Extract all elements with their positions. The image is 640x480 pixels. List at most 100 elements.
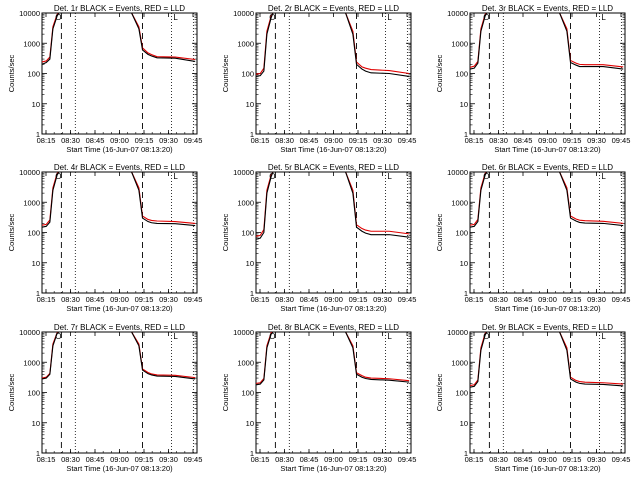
plot-area <box>256 332 410 453</box>
x-tick-label: 08:45 <box>514 455 533 464</box>
x-tick-label: 08:30 <box>61 136 80 145</box>
y-tick-label: 10000 <box>19 168 40 177</box>
annotation-o: O <box>483 172 489 181</box>
y-tick-label: 10 <box>246 419 254 428</box>
plot-area <box>42 13 196 134</box>
y-tick-label: 10 <box>246 100 254 109</box>
x-tick-label: 09:45 <box>398 455 417 464</box>
y-tick-label: 1000 <box>23 358 40 367</box>
x-tick-label: 08:30 <box>489 455 508 464</box>
x-tick-label: 08:45 <box>300 455 319 464</box>
y-tick-label: 10 <box>246 259 254 268</box>
x-tick-label: 09:30 <box>373 295 392 304</box>
y-tick-label: 1000 <box>237 198 254 207</box>
x-tick-label: 09:45 <box>398 295 417 304</box>
y-tick-label: 100 <box>241 229 254 238</box>
y-tick-label: 1 <box>464 289 468 298</box>
annotation-o: O <box>55 172 61 181</box>
x-tick-label: 09:00 <box>324 295 343 304</box>
y-tick-label: 100 <box>27 389 40 398</box>
series-line-events <box>42 172 196 228</box>
y-tick-label: 10000 <box>19 9 40 18</box>
x-tick-label: 08:45 <box>86 295 105 304</box>
x-tick-label: 08:30 <box>275 455 294 464</box>
plot-frame <box>255 171 412 294</box>
x-axis-label: Start Time (16-Jun-07 08:13:20) <box>494 464 601 473</box>
y-tick-label: 10000 <box>233 168 254 177</box>
y-tick-label: 100 <box>241 389 254 398</box>
x-tick-label: 09:45 <box>398 136 417 145</box>
y-axis-label: Counts/sec <box>7 54 16 92</box>
series-line-events <box>256 13 410 77</box>
x-tick-label: 09:45 <box>184 455 203 464</box>
annotation-o: O <box>55 332 61 341</box>
series-line-events <box>470 13 624 70</box>
detector-panel-9: Det. 9r BLACK = Events, RED = LLD 1 10 100 1… <box>435 323 630 473</box>
panel-title: Det. 3r BLACK = Events, RED = LLD <box>482 4 613 13</box>
series-line-events <box>42 13 196 65</box>
x-tick-label: 09:30 <box>159 455 178 464</box>
plot-frame <box>41 331 198 454</box>
y-tick-label: 1000 <box>23 198 40 207</box>
x-tick-label: 08:30 <box>61 295 80 304</box>
y-axis-label: Counts/sec <box>435 373 444 411</box>
y-tick-label: 10 <box>32 100 40 109</box>
y-tick-label: 100 <box>455 70 468 79</box>
y-tick-label: 100 <box>241 70 254 79</box>
y-tick-label: 10 <box>460 419 468 428</box>
y-tick-label: 1000 <box>23 39 40 48</box>
annotation-l: L <box>173 172 178 181</box>
annotation-l: L <box>173 332 178 341</box>
y-tick-label: 10 <box>460 100 468 109</box>
series-line-lld <box>256 13 410 75</box>
detector-panel-5: Det. 5r BLACK = Events, RED = LLD 1 10 100 1… <box>221 163 416 313</box>
x-tick-label: 08:30 <box>61 455 80 464</box>
y-axis-label: Counts/sec <box>435 54 444 92</box>
y-tick-label: 10 <box>460 259 468 268</box>
x-tick-label: 08:30 <box>275 295 294 304</box>
x-tick-label: 09:00 <box>110 136 129 145</box>
annotation-o: O <box>269 332 275 341</box>
y-axis-label: Counts/sec <box>221 213 230 251</box>
x-tick-label: 09:00 <box>538 455 557 464</box>
detector-panel-8: Det. 8r BLACK = Events, RED = LLD 1 10 100 1… <box>221 323 416 473</box>
annotation-l: L <box>387 172 392 181</box>
plot-frame <box>41 171 198 294</box>
annotation-l: L <box>387 13 392 22</box>
panel-title: Det. 9r BLACK = Events, RED = LLD <box>482 323 613 332</box>
y-axis-label: Counts/sec <box>221 373 230 411</box>
detector-panel-3: Det. 3r BLACK = Events, RED = LLD 1 10 100 1… <box>435 4 630 154</box>
annotation-o: O <box>483 332 489 341</box>
panel-title: Det. 7r BLACK = Events, RED = LLD <box>54 323 185 332</box>
series-line-lld <box>256 332 410 384</box>
y-tick-label: 1 <box>250 289 254 298</box>
series-line-lld <box>470 332 624 387</box>
plot-area <box>42 332 196 453</box>
x-axis-label: Start Time (16-Jun-07 08:13:20) <box>66 304 173 313</box>
x-tick-label: 08:30 <box>275 136 294 145</box>
x-axis-label: Start Time (16-Jun-07 08:13:20) <box>280 464 387 473</box>
x-axis-label: Start Time (16-Jun-07 08:13:20) <box>280 304 387 313</box>
x-tick-label: 08:45 <box>300 136 319 145</box>
x-tick-label: 09:15 <box>135 295 154 304</box>
x-tick-label: 09:45 <box>184 136 203 145</box>
x-tick-label: 09:15 <box>349 455 368 464</box>
y-axis-label: Counts/sec <box>7 213 16 251</box>
annotation-l: L <box>601 332 606 341</box>
y-tick-label: 1 <box>36 449 40 458</box>
y-tick-label: 1000 <box>451 198 468 207</box>
series-line-events <box>470 332 624 388</box>
y-tick-label: 1 <box>464 130 468 139</box>
y-tick-label: 1000 <box>451 358 468 367</box>
x-tick-label: 09:00 <box>324 455 343 464</box>
plot-frame <box>469 171 626 294</box>
detector-panel-1: Det. 1r BLACK = Events, RED = LLD 1 10 100 1… <box>7 4 202 154</box>
x-tick-label: 09:30 <box>587 136 606 145</box>
series-line-lld <box>42 332 196 379</box>
plot-area <box>42 172 196 293</box>
annotation-l: L <box>601 13 606 22</box>
plot-area <box>470 332 624 453</box>
x-tick-label: 08:15 <box>37 455 56 464</box>
y-tick-label: 1 <box>36 289 40 298</box>
y-tick-label: 1000 <box>451 39 468 48</box>
